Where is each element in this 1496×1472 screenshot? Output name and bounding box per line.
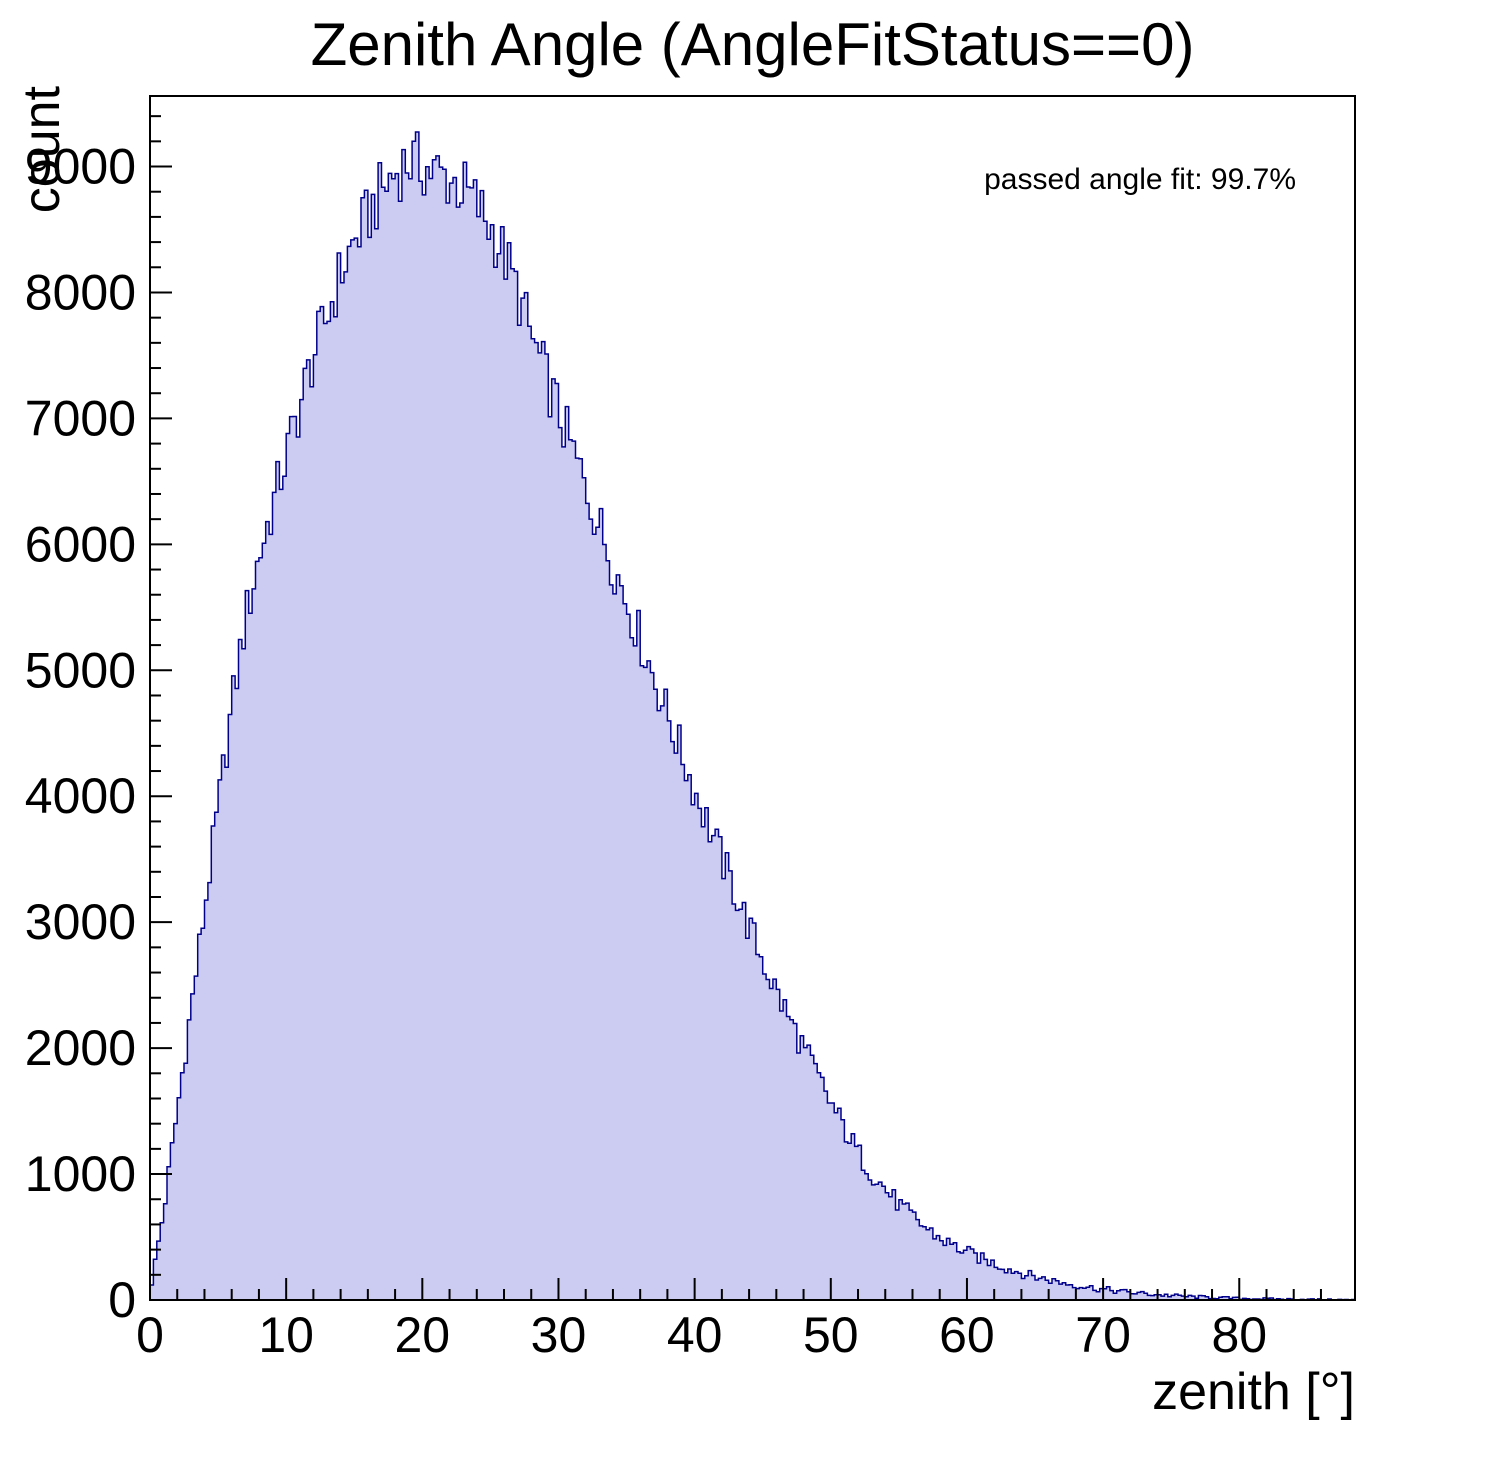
chart-title: Zenith Angle (AngleFitStatus==0) bbox=[310, 11, 1195, 78]
y-tick-label: 5000 bbox=[25, 642, 136, 698]
x-tick-label: 10 bbox=[258, 1307, 314, 1363]
x-tick-label: 70 bbox=[1075, 1307, 1131, 1363]
x-tick-label: 60 bbox=[939, 1307, 995, 1363]
y-tick-label: 2000 bbox=[25, 1020, 136, 1076]
x-tick-label: 50 bbox=[803, 1307, 859, 1363]
x-tick-label: 30 bbox=[531, 1307, 587, 1363]
y-tick-label: 9000 bbox=[25, 139, 136, 195]
x-tick-label: 40 bbox=[667, 1307, 723, 1363]
x-axis-title: zenith [°] bbox=[1152, 1363, 1355, 1421]
x-tick-label: 80 bbox=[1211, 1307, 1267, 1363]
x-tick-label: 20 bbox=[395, 1307, 451, 1363]
y-tick-label: 0 bbox=[108, 1272, 136, 1328]
y-tick-label: 3000 bbox=[25, 894, 136, 950]
x-tick-label: 0 bbox=[136, 1307, 164, 1363]
plot-frame bbox=[149, 95, 1356, 1301]
histogram-series bbox=[149, 131, 1356, 1301]
y-axis-ticks: 0 1000 2000 3000 4000 5000 6000 7000 8000 9000 bbox=[25, 115, 172, 1328]
y-tick-label: 1000 bbox=[25, 1146, 136, 1202]
x-axis-ticks: 0 10 20 30 40 50 60 70 80 bbox=[136, 1278, 1322, 1363]
y-tick-label: 4000 bbox=[25, 768, 136, 824]
passed-angle-fit-annotation: passed angle fit: 99.7% bbox=[984, 163, 1296, 196]
y-tick-label: 6000 bbox=[25, 516, 136, 572]
y-tick-label: 7000 bbox=[25, 390, 136, 446]
y-tick-label: 8000 bbox=[25, 264, 136, 320]
y-axis-title: count bbox=[13, 86, 71, 214]
